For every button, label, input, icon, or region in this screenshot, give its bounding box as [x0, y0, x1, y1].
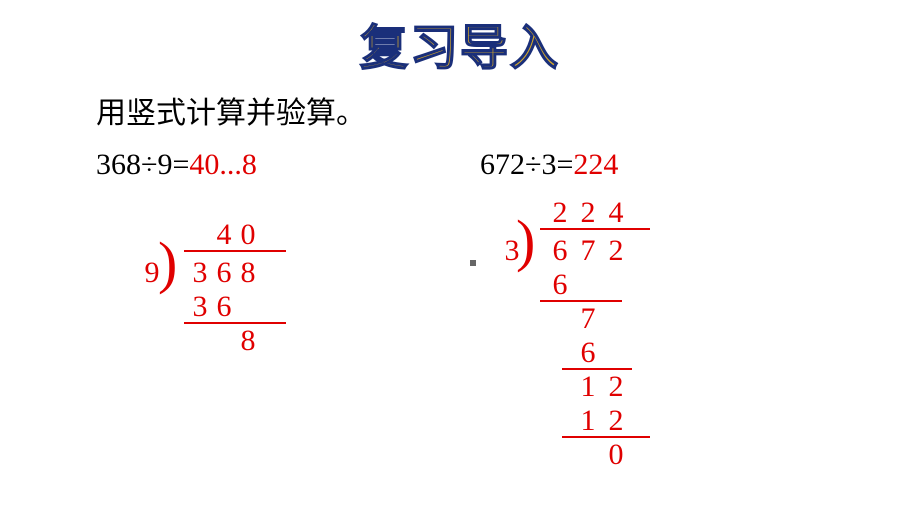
ld2-bracket: ) [516, 212, 535, 270]
ld1-vinculum [184, 250, 286, 252]
ld2-s2-0: 6 [576, 338, 600, 368]
ld2-quot-1: 2 [576, 198, 600, 228]
ld2-remainder: 0 [604, 440, 628, 470]
ld2-b3-0: 1 [576, 372, 600, 402]
eq2-lhs: 672÷3= [480, 148, 573, 181]
ld2-s3-0: 1 [576, 406, 600, 436]
ld2-quot-2: 4 [604, 198, 628, 228]
ld1-sub-1: 6 [212, 292, 236, 322]
ld1-quot-0: 4 [212, 220, 236, 250]
eq1-answer: 40...8 [189, 148, 257, 181]
ld1-quot-1: 0 [236, 220, 260, 250]
long-division-1: 4 0 9 ) 3 6 8 3 6 8 [140, 220, 340, 400]
ld2-s1-0: 6 [548, 270, 572, 300]
slide-marker-icon [470, 260, 476, 266]
eq2-answer: 224 [573, 148, 618, 181]
page-title: 复习导入 [0, 8, 920, 78]
equation-2: 672÷3=224 [480, 148, 618, 182]
ld2-b3-1: 2 [604, 372, 628, 402]
ld2-quot-0: 2 [548, 198, 572, 228]
ld1-rule-1 [184, 322, 286, 324]
long-division-2: 2 2 4 3 ) 6 7 2 6 7 6 1 2 1 2 0 [500, 198, 720, 528]
ld1-remainder: 8 [236, 326, 260, 356]
ld1-dividend-1: 6 [212, 258, 236, 288]
ld1-dividend-0: 3 [188, 258, 212, 288]
ld2-dividend-2: 2 [604, 236, 628, 266]
ld1-bracket: ) [158, 234, 177, 292]
ld1-sub-0: 3 [188, 292, 212, 322]
ld2-s3-1: 2 [604, 406, 628, 436]
prompt-text: 用竖式计算并验算。 [96, 88, 366, 132]
ld2-dividend-0: 6 [548, 236, 572, 266]
ld2-b2-0: 7 [576, 304, 600, 334]
ld2-dividend-1: 7 [576, 236, 600, 266]
ld2-vinculum [540, 228, 650, 230]
eq1-lhs: 368÷9= [96, 148, 189, 181]
equation-1: 368÷9=40...8 [96, 148, 257, 182]
ld2-rule-3 [562, 436, 650, 438]
ld1-dividend-2: 8 [236, 258, 260, 288]
